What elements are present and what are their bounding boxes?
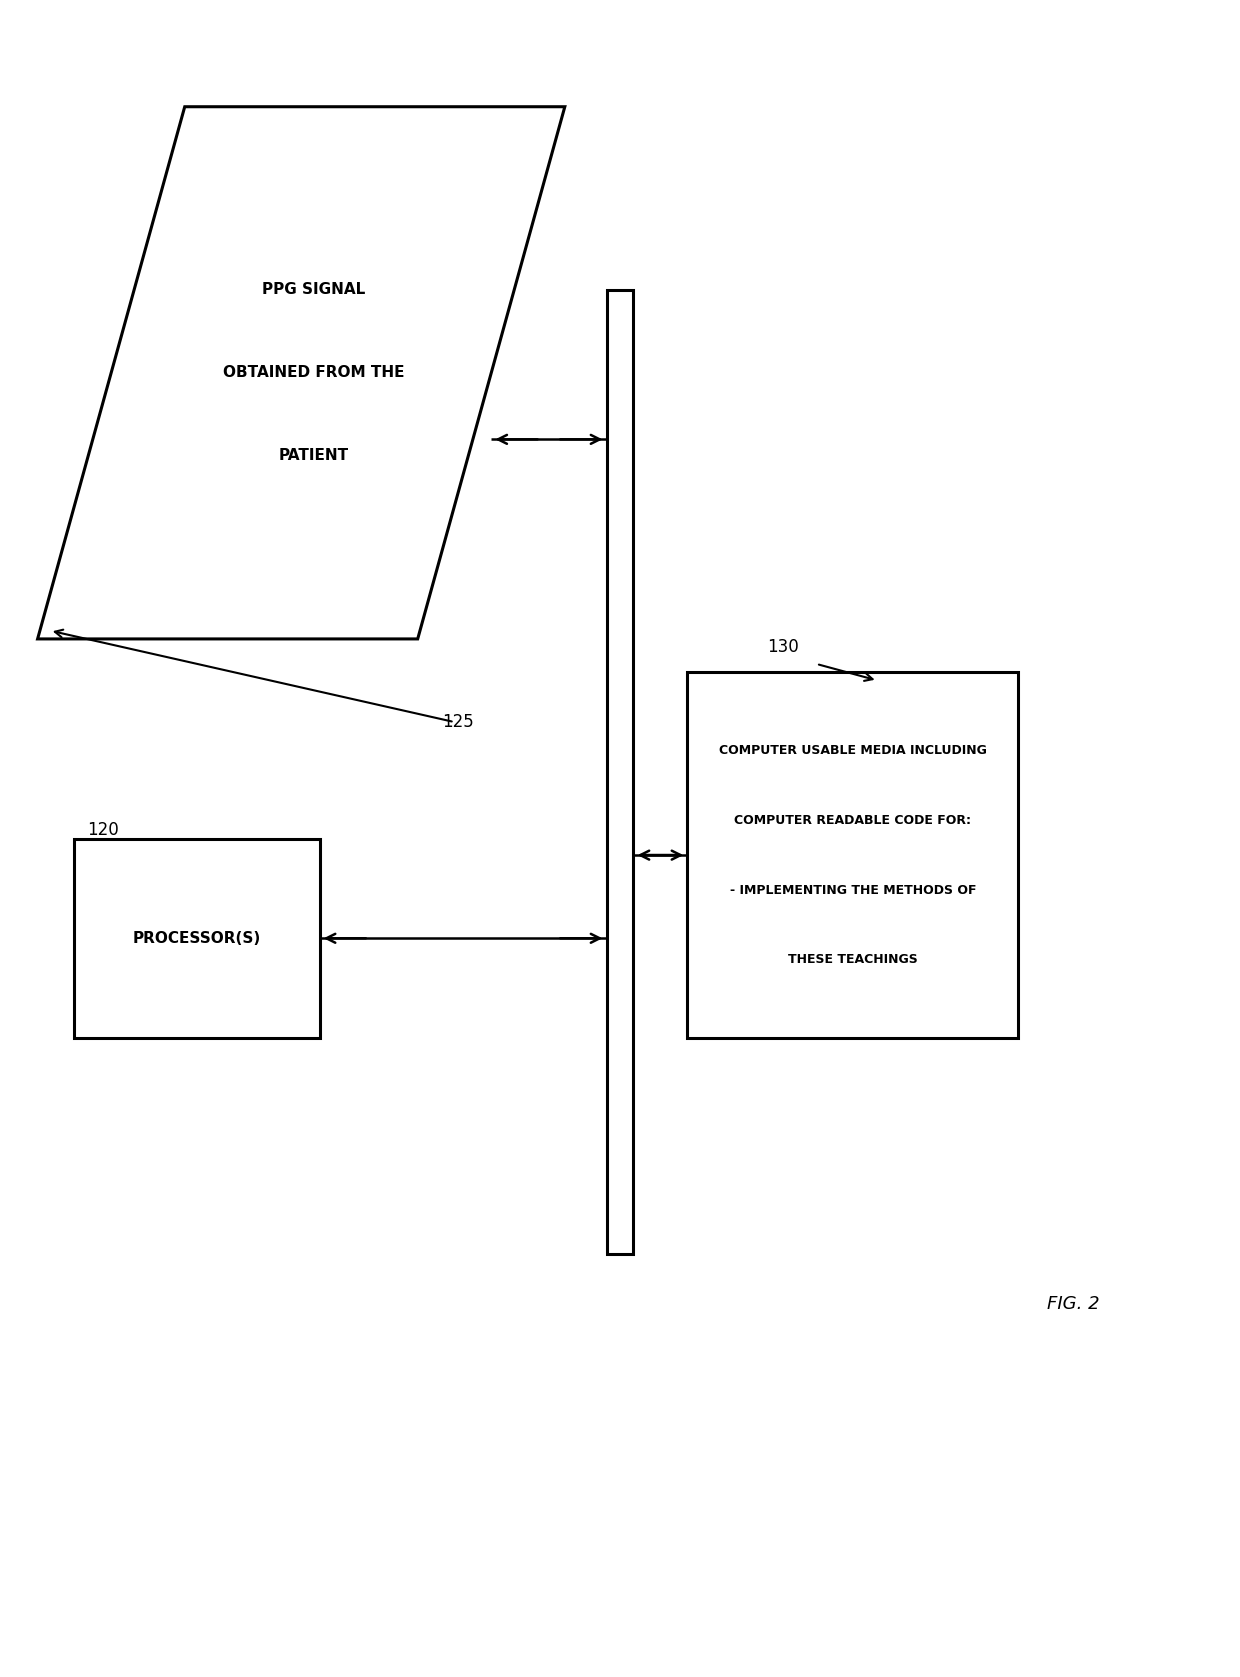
Text: 130: 130 <box>768 639 799 656</box>
Polygon shape <box>687 672 1018 1038</box>
Polygon shape <box>74 838 320 1038</box>
Text: FIG. 2: FIG. 2 <box>1048 1295 1100 1313</box>
Text: 120: 120 <box>87 822 118 838</box>
Text: - IMPLEMENTING THE METHODS OF: - IMPLEMENTING THE METHODS OF <box>729 884 976 897</box>
Polygon shape <box>606 290 634 1254</box>
Text: OBTAINED FROM THE: OBTAINED FROM THE <box>223 366 404 381</box>
Text: THESE TEACHINGS: THESE TEACHINGS <box>789 954 918 966</box>
Text: COMPUTER READABLE CODE FOR:: COMPUTER READABLE CODE FOR: <box>734 813 971 827</box>
Text: COMPUTER USABLE MEDIA INCLUDING: COMPUTER USABLE MEDIA INCLUDING <box>719 745 987 756</box>
Text: PPG SIGNAL: PPG SIGNAL <box>262 282 365 297</box>
Text: PROCESSOR(S): PROCESSOR(S) <box>133 931 262 946</box>
Text: PATIENT: PATIENT <box>279 448 348 463</box>
Polygon shape <box>37 107 565 639</box>
Text: 125: 125 <box>443 713 474 731</box>
